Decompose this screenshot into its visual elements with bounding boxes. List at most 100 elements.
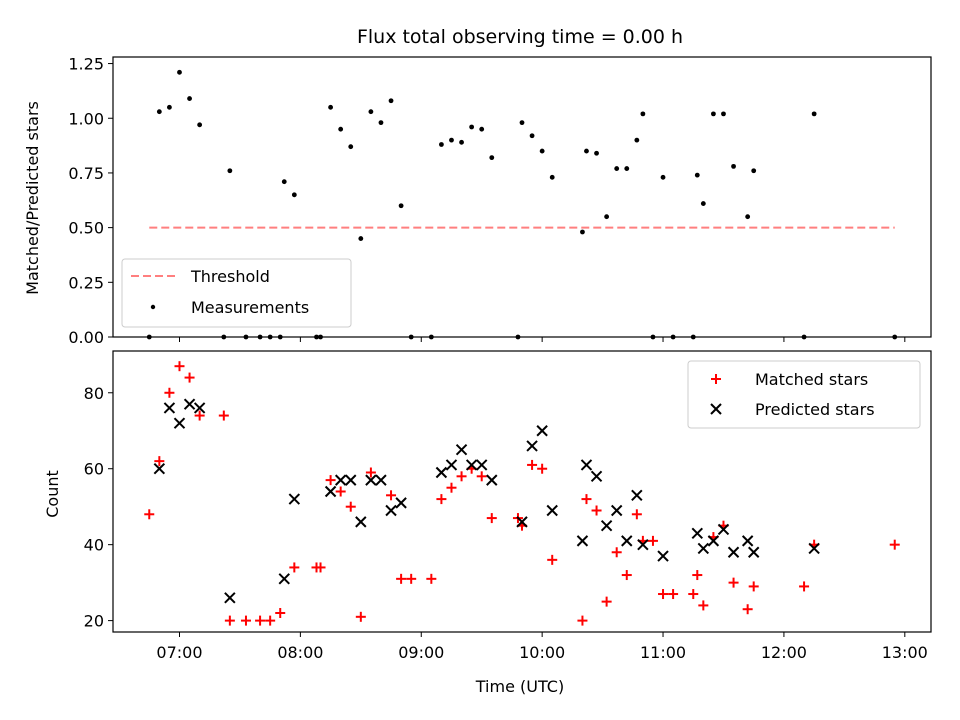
matched-star-point [692, 570, 703, 581]
predicted-star-point [486, 474, 498, 486]
top-y-ticks: 0.00 0.25 0.50 0.75 1.00 1.25 [68, 55, 113, 347]
bottom-y-axis-label: Count [43, 470, 62, 518]
measurement-point [479, 126, 485, 132]
matched-star-point [218, 410, 229, 421]
measurement-point [281, 179, 287, 185]
measurement-point [328, 104, 333, 110]
matched-star-point [537, 463, 548, 474]
predicted-star-point [717, 523, 730, 536]
predicted-star-point [153, 463, 166, 475]
predicted-star-point [163, 402, 176, 414]
top-y-tick-label: 0.00 [68, 328, 104, 347]
measurement-point [469, 124, 475, 130]
measurement-point [489, 155, 495, 161]
measurement-point [811, 111, 817, 117]
predicted-star-point [334, 474, 347, 486]
matched-star-point [889, 539, 900, 550]
matched-star-point [547, 554, 558, 565]
measurement-point [177, 69, 182, 75]
predicted-star-point [536, 425, 548, 437]
bottom-plot-marks [144, 361, 900, 626]
predicted-star-point [173, 417, 186, 429]
measurement-point [604, 214, 610, 220]
matched-star-point [658, 589, 669, 600]
predicted-star-point [455, 444, 468, 456]
predicted-star-point [546, 504, 558, 517]
measurement-point [459, 139, 464, 145]
matched-star-point [446, 482, 457, 493]
predicted-star-point [526, 440, 538, 452]
matched-star-point [345, 501, 356, 512]
matched-star-point [486, 513, 497, 524]
measurement-point [378, 120, 384, 126]
measurement-point [700, 201, 706, 206]
predicted-star-point [741, 535, 754, 547]
measurement-point [388, 98, 394, 104]
measurement-point [348, 144, 354, 150]
matched-star-point [611, 547, 622, 558]
measurement-point [197, 122, 203, 128]
top-panel: 0.00 0.25 0.50 0.75 1.00 1.25 Threshold Measu… [68, 55, 932, 347]
predicted-star-point [365, 474, 377, 486]
predicted-star-point [224, 592, 236, 604]
matched-star-point [184, 372, 195, 383]
matched-star-point [601, 596, 612, 607]
top-y-tick-label: 1.25 [68, 55, 104, 74]
matched-star-point [240, 615, 251, 626]
top-y-tick-label: 0.50 [68, 219, 104, 238]
measurement-point [227, 168, 233, 174]
matched-star-point [688, 589, 699, 600]
x-axis-label: Time (UTC) [475, 677, 564, 696]
matched-star-point [335, 486, 346, 497]
matched-legend-marker [711, 374, 721, 384]
matched-star-point [365, 467, 376, 478]
predicted-star-point [580, 459, 593, 471]
top-plot-marks [146, 69, 898, 340]
matched-star-point [426, 573, 437, 584]
top-y-tick-label: 0.75 [68, 164, 104, 183]
measurement-point [614, 166, 620, 171]
predicted-star-point [727, 546, 740, 558]
top-y-tick-label: 1.00 [68, 109, 104, 128]
x-tick-label: 11:00 [640, 643, 686, 662]
matched-star-point [289, 562, 300, 573]
predicted-star-point [465, 459, 478, 471]
matched-legend-label: Matched stars [755, 370, 868, 389]
predicted-star-point [375, 474, 387, 486]
measurement-point [584, 148, 589, 154]
bottom-y-tick-label: 60 [84, 460, 104, 479]
matched-star-point [456, 471, 467, 482]
x-tick-label: 13:00 [882, 643, 928, 662]
matched-star-point [742, 604, 753, 615]
top-y-axis-label: Matched/Predicted stars [23, 101, 42, 295]
predicted-star-point [288, 493, 301, 505]
predicted-star-point [747, 546, 760, 558]
measurement-point [439, 142, 444, 147]
matched-star-point [275, 608, 286, 619]
top-legend: Threshold Measurements [121, 258, 352, 328]
measurement-point [594, 150, 599, 156]
predicted-star-point [475, 459, 488, 471]
predicted-star-point [278, 573, 290, 585]
matched-star-point [591, 505, 602, 516]
x-tick-label: 12:00 [761, 643, 807, 662]
measurement-point [549, 174, 555, 180]
predicted-star-point [590, 470, 603, 483]
measurement-point [634, 137, 640, 143]
predicted-star-point [707, 535, 720, 547]
matched-star-point [255, 615, 266, 626]
bottom-y-tick-label: 80 [84, 384, 104, 403]
measurement-point [167, 104, 172, 110]
predicted-legend-marker [710, 403, 722, 415]
predicted-legend-label: Predicted stars [755, 400, 875, 419]
predicted-star-point [637, 538, 649, 551]
measurement-point [751, 168, 757, 174]
measurement-point [624, 166, 630, 171]
matched-star-point [396, 573, 407, 584]
top-legend-box [121, 258, 352, 328]
matched-star-point [224, 615, 235, 626]
measurement-point [745, 214, 751, 220]
matched-star-point [581, 494, 592, 505]
matched-star-point [728, 577, 739, 588]
bottom-legend-box [687, 360, 921, 429]
